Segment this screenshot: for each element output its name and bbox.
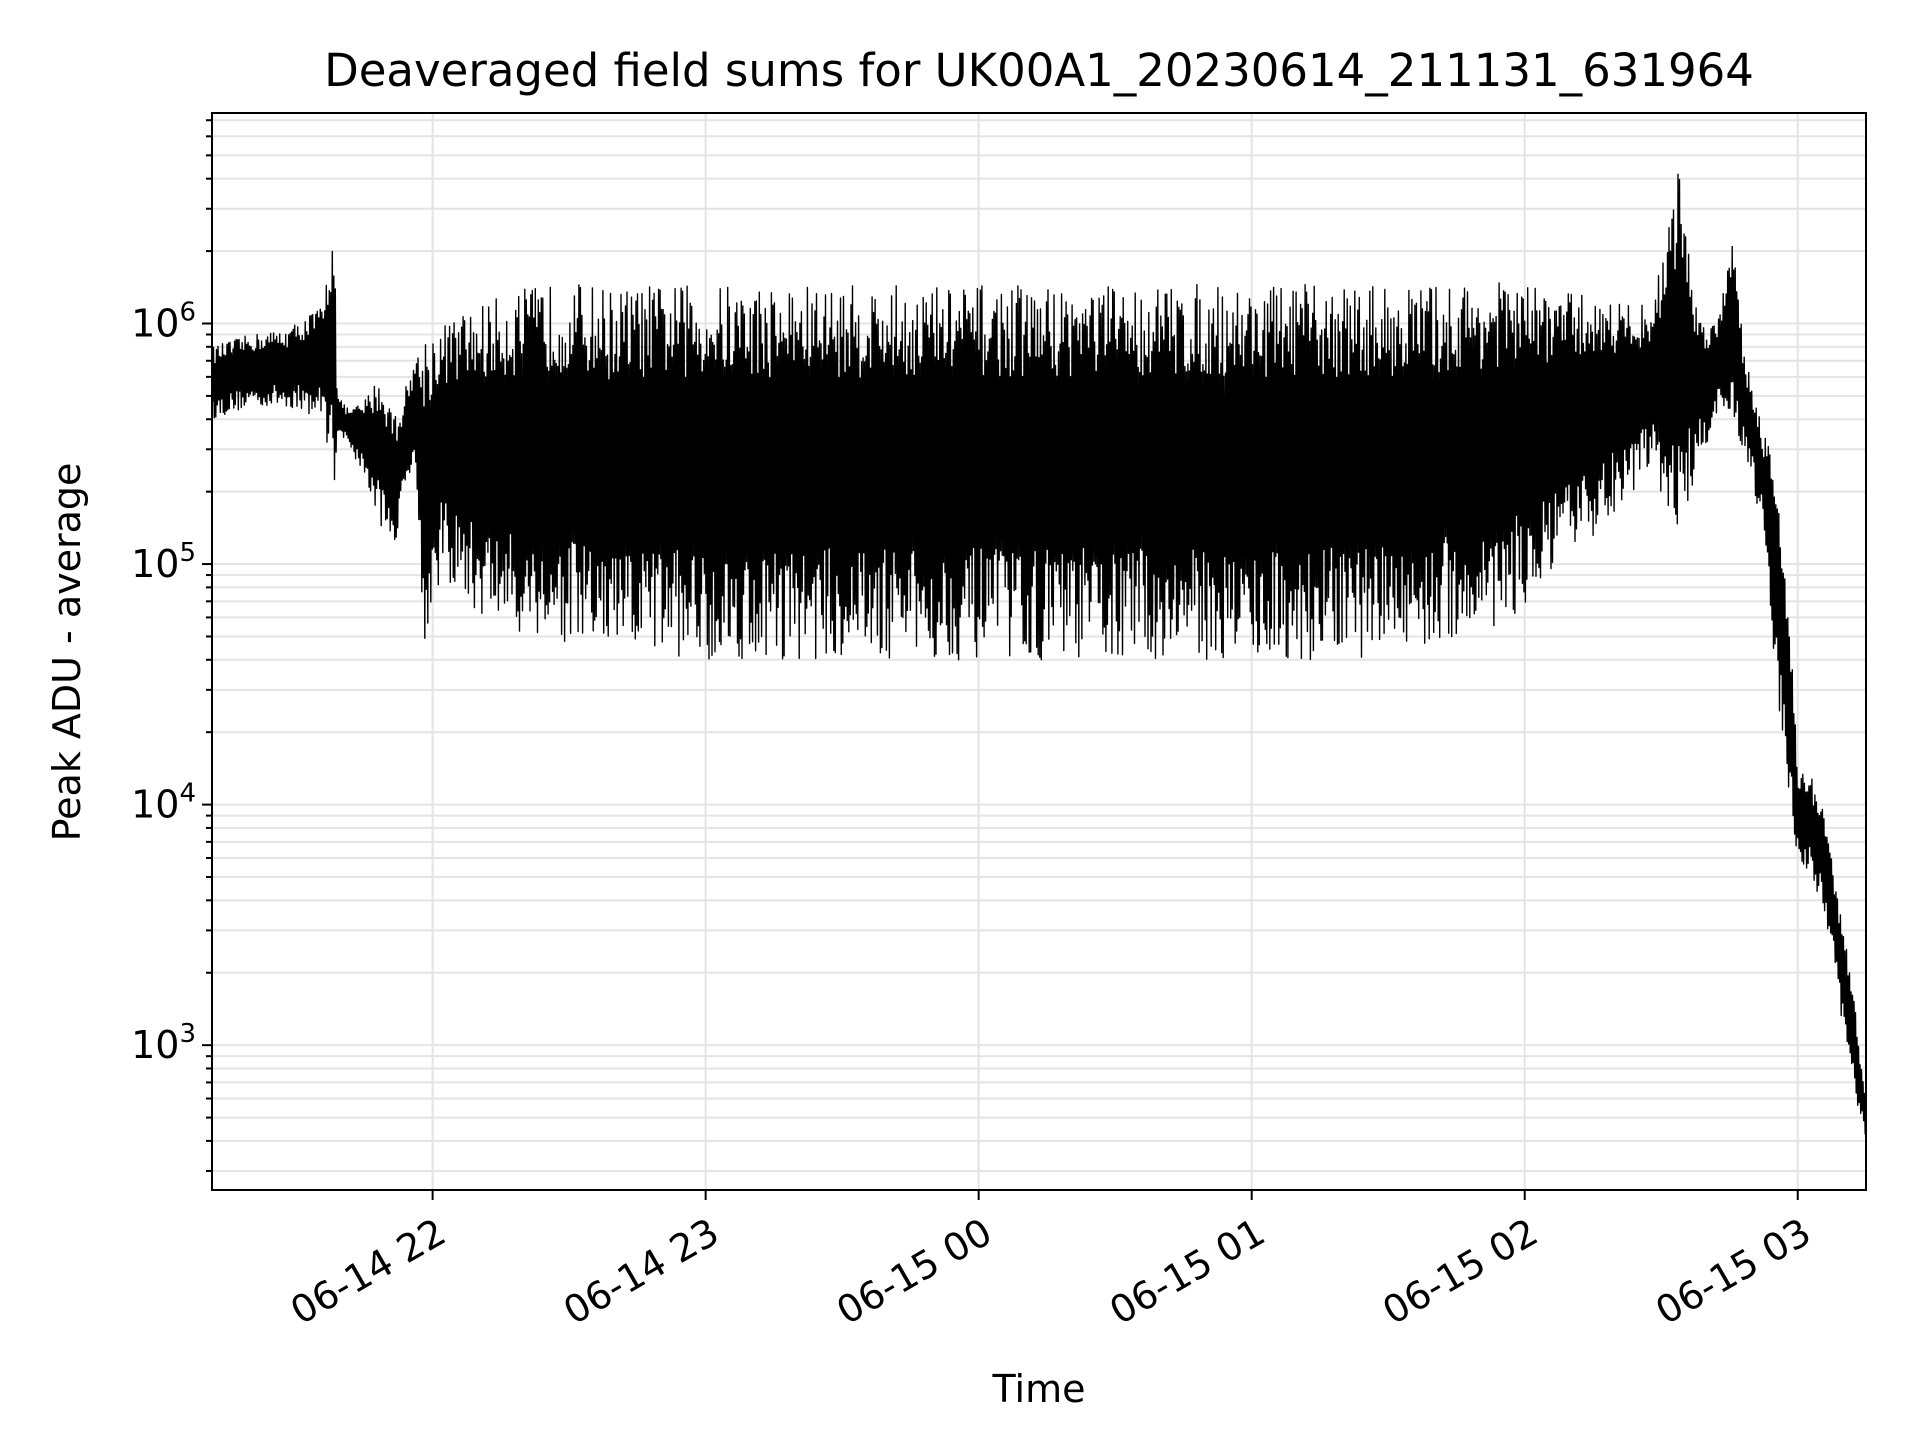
chart-title: Deaveraged field sums for UK00A1_2023061… [324,44,1754,97]
plot-frame [211,112,1867,1191]
y-tick-label: 106 [131,298,196,346]
data-series [211,173,1867,1135]
y-tick-label: 103 [131,1019,196,1067]
y-tick-label: 105 [131,538,196,586]
y-tick-label: 104 [131,779,196,827]
x-axis-label: Time [992,1367,1086,1411]
y-axis-label: Peak ADU - average [45,463,89,842]
data-line [211,173,1867,1135]
